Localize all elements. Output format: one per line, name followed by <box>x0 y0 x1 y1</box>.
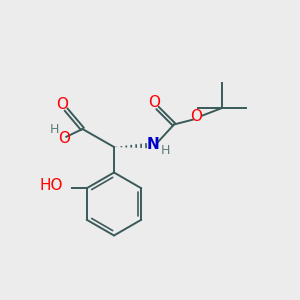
Text: O: O <box>148 95 160 110</box>
Text: N: N <box>147 137 160 152</box>
Text: HO: HO <box>39 178 63 193</box>
Text: H: H <box>50 123 59 136</box>
Text: O: O <box>58 131 70 146</box>
Text: O: O <box>190 109 202 124</box>
Text: O: O <box>56 97 68 112</box>
Text: H: H <box>160 143 170 157</box>
